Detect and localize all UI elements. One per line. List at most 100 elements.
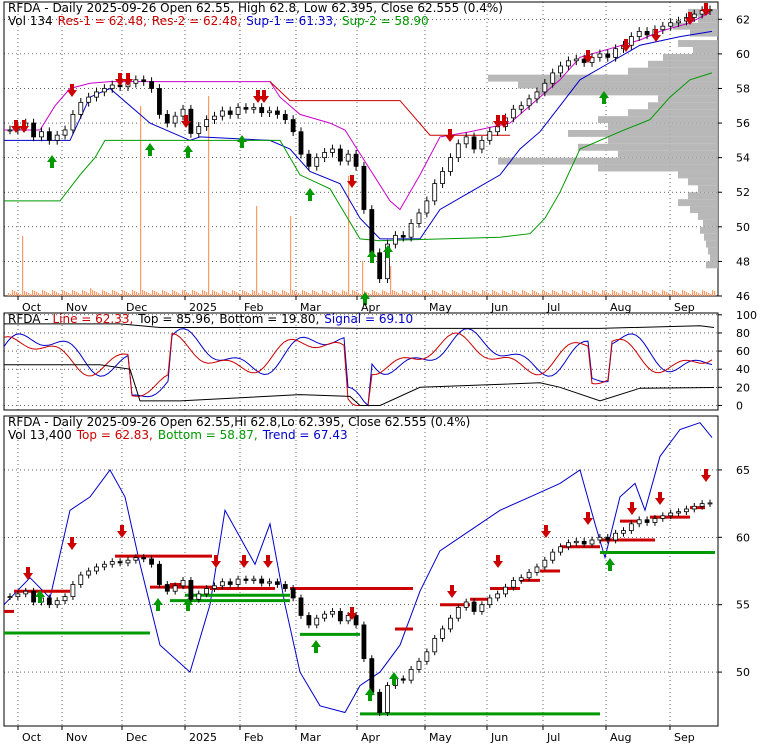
price-ytick-label: 52 xyxy=(736,186,750,199)
volume-bar xyxy=(188,293,190,296)
volume-bar xyxy=(40,294,42,296)
volume-bar xyxy=(576,292,578,296)
price-candle xyxy=(628,36,634,46)
volume-bar xyxy=(568,293,570,296)
trend-candle xyxy=(699,503,705,507)
trend-candle xyxy=(408,668,414,681)
volume-bar xyxy=(168,293,170,296)
trend-buy-arrow xyxy=(153,598,163,611)
volume-bar xyxy=(98,293,100,296)
volume-bar xyxy=(426,292,428,296)
res2-label: Res-2 = 62.48, xyxy=(152,14,241,28)
price-candle xyxy=(204,119,210,127)
trend-sell-arrow xyxy=(583,512,593,525)
volume-bar xyxy=(326,292,328,296)
trend-candle xyxy=(235,578,241,585)
volume-bar xyxy=(216,292,218,296)
profile-bar xyxy=(706,240,718,248)
volume-bar xyxy=(212,290,214,296)
volume-bar xyxy=(316,292,318,296)
volume-bar xyxy=(238,293,240,296)
price-candle xyxy=(408,222,414,238)
volume-bar xyxy=(558,293,560,296)
volume-bar xyxy=(264,291,266,296)
volume-bar xyxy=(284,291,286,296)
volume-bar xyxy=(626,292,628,296)
price-candle xyxy=(227,110,233,115)
volume-bar xyxy=(634,291,636,296)
volume-bar xyxy=(116,292,118,296)
volume-bar xyxy=(530,294,532,296)
profile-bar xyxy=(688,178,718,186)
volume-bar xyxy=(92,290,94,296)
volume-bar xyxy=(102,290,104,296)
trend-buy-arrow xyxy=(35,590,45,603)
volume-bar xyxy=(354,291,356,296)
buy-arrow xyxy=(305,188,315,201)
price-candle xyxy=(510,108,516,119)
volume-bar xyxy=(566,292,568,296)
volume-bar xyxy=(578,293,580,296)
trend-candle xyxy=(526,571,532,579)
volume-bar xyxy=(564,291,566,296)
volume-bar xyxy=(124,291,126,296)
sell-arrow xyxy=(621,39,631,52)
volume-bar xyxy=(270,294,272,296)
osc-ytick-label: 60 xyxy=(736,345,750,358)
volume-bar xyxy=(60,294,62,296)
volume-bar xyxy=(156,292,158,296)
trend-xtick-label: Sep xyxy=(674,731,695,744)
profile-bar xyxy=(648,102,718,110)
volume-bar xyxy=(34,291,36,296)
trend-panel-grid xyxy=(4,416,718,726)
trend-candle xyxy=(78,574,84,585)
trend-price-series xyxy=(7,499,713,716)
volume-bar xyxy=(572,290,574,296)
volume-bar xyxy=(454,291,456,296)
volume-bar xyxy=(288,293,290,296)
price-candle xyxy=(353,153,359,167)
volume-bar xyxy=(88,293,90,296)
volume-bar xyxy=(136,292,138,296)
volume-bar xyxy=(310,294,312,296)
volume-bar xyxy=(676,292,678,296)
price-candle xyxy=(392,235,398,245)
volume-bar xyxy=(624,291,626,296)
volume-bar xyxy=(150,294,152,296)
volume-bar xyxy=(94,291,96,296)
volume-bar xyxy=(512,290,514,296)
volume-bar xyxy=(450,294,452,296)
volume-bar xyxy=(318,293,320,296)
signal-arrows xyxy=(11,3,711,305)
trend-candle xyxy=(259,578,265,584)
volume-bar xyxy=(126,292,128,296)
profile-bar xyxy=(710,254,718,262)
volume-bar xyxy=(428,293,430,296)
trend-candle xyxy=(157,563,162,585)
price-candle xyxy=(251,107,257,110)
volume-bar xyxy=(476,292,478,296)
trend-sell-arrow xyxy=(701,469,711,482)
sell-arrow xyxy=(685,12,695,25)
price-ytick-label: 48 xyxy=(736,255,750,268)
volume-bar xyxy=(26,292,28,296)
osc-bottom-label: Bottom = 19.80, xyxy=(219,312,319,326)
volume-bar xyxy=(234,291,236,296)
trend-candle xyxy=(471,601,477,612)
trend-candle xyxy=(573,540,579,544)
volume-bar xyxy=(266,292,268,296)
volume-bar xyxy=(556,292,558,296)
volume-bar xyxy=(302,290,304,296)
trend-candle xyxy=(46,597,52,606)
trend-candle xyxy=(180,580,186,587)
sup1-line xyxy=(4,30,713,240)
trend-candle xyxy=(581,540,587,545)
price-candle xyxy=(550,72,556,84)
trend-header-line1: RFDA - Daily 2025-09-26 Open 62.55,Hi 62… xyxy=(8,415,470,429)
price-xtick-label: Dec xyxy=(126,301,147,314)
volume-bar xyxy=(552,290,554,296)
volume-bar xyxy=(148,293,150,296)
price-ytick-label: 50 xyxy=(736,221,750,234)
